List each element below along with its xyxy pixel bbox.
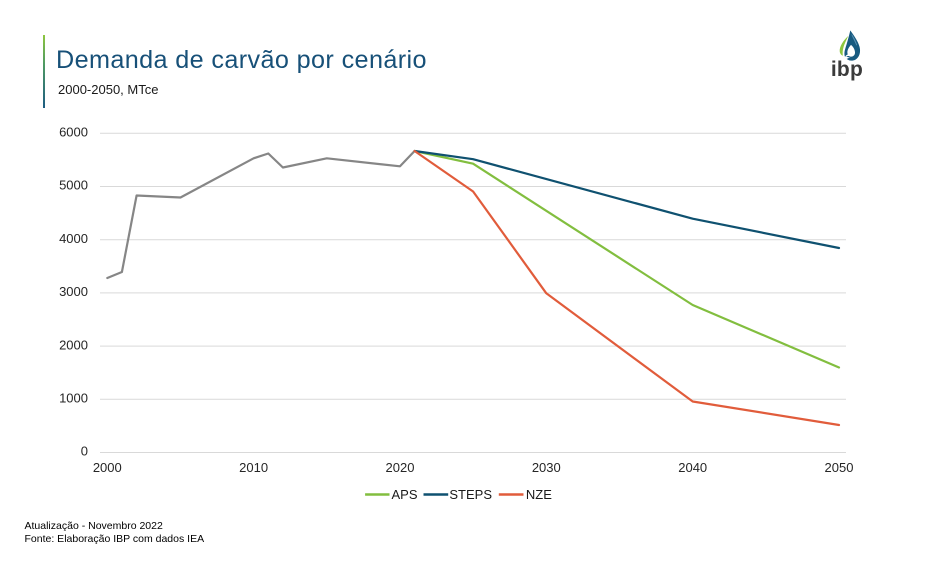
svg-text:ibp: ibp	[831, 58, 863, 81]
svg-text:6000: 6000	[59, 125, 88, 140]
svg-text:APS: APS	[392, 487, 418, 502]
svg-text:1000: 1000	[59, 391, 88, 406]
svg-text:NZE: NZE	[526, 487, 552, 502]
svg-text:4000: 4000	[59, 231, 88, 246]
svg-text:2020: 2020	[386, 460, 415, 475]
svg-text:3000: 3000	[59, 284, 88, 299]
svg-text:0: 0	[81, 444, 88, 459]
svg-text:2010: 2010	[239, 460, 268, 475]
svg-text:5000: 5000	[59, 178, 88, 193]
svg-text:2030: 2030	[532, 460, 561, 475]
svg-text:2050: 2050	[825, 460, 854, 475]
svg-text:2000: 2000	[93, 460, 122, 475]
svg-text:2040: 2040	[678, 460, 707, 475]
svg-text:STEPS: STEPS	[449, 487, 492, 502]
svg-text:2000: 2000	[59, 337, 88, 352]
